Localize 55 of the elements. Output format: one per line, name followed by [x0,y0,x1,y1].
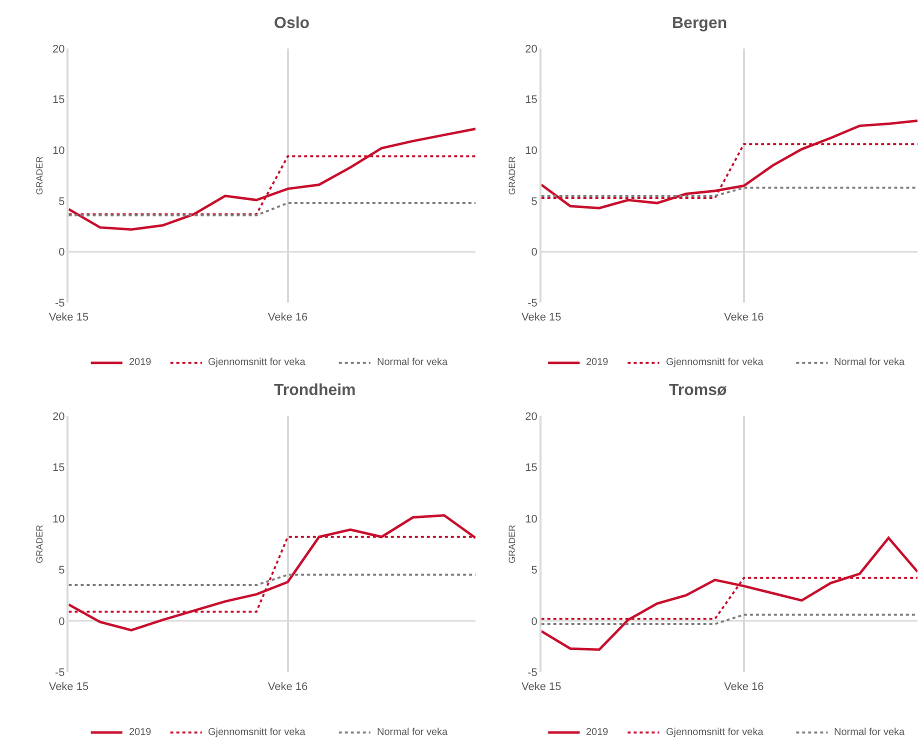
y-axis-title: GRADER [507,524,518,564]
y-tick-label: 0 [58,616,65,628]
legend-label: 2019 [129,357,152,368]
y-tick-label: -5 [528,667,538,680]
x-tick-label: Veke 16 [268,312,308,324]
x-tick-label: Veke 16 [268,681,308,694]
y-tick-label: 15 [52,94,65,106]
y-tick-label: 15 [525,462,538,474]
y-tick-label: 10 [525,513,538,526]
chart-title: Trondheim [274,382,356,399]
legend-label: 2019 [129,727,152,738]
legend-label: Normal for veka [377,357,448,368]
x-tick-label: Veke 15 [48,681,89,694]
chart-title: Tromsø [669,382,728,399]
x-tick-label: Veke 16 [724,681,764,694]
y-tick-label: -5 [54,667,65,680]
y-tick-label: 20 [52,43,65,56]
x-tick-label: Veke 15 [521,681,562,694]
x-tick-label: Veke 16 [724,312,764,324]
x-tick-label: Veke 15 [521,312,562,324]
y-tick-label: 10 [52,145,65,158]
legend-label: Gjennomsnitt for veka [208,357,306,368]
legend-label: Normal for veka [834,727,906,738]
chart-title: Bergen [672,15,728,32]
line-series [541,119,918,210]
y-tick-label: 20 [525,410,538,423]
y-axis-title: GRADER [34,156,44,195]
y-tick-label: 0 [531,616,538,628]
y-tick-label: 20 [52,410,65,423]
y-tick-label: 5 [531,196,538,208]
y-tick-label: 20 [525,43,538,56]
y-tick-label: 10 [52,513,65,526]
y-tick-label: 5 [58,564,65,577]
y-tick-label: 5 [58,196,65,208]
x-tick-label: Veke 15 [48,312,89,324]
y-tick-label: 5 [531,564,538,577]
legend-label: Normal for veka [377,727,448,738]
y-axis-title: GRADER [34,524,44,564]
y-axis-title: GRADER [507,156,518,195]
y-tick-label: -5 [54,298,65,310]
y-tick-label: 0 [58,246,65,259]
legend-label: 2019 [586,727,609,738]
y-tick-label: 15 [525,94,538,106]
y-tick-label: 10 [525,145,538,158]
legend-label: Gjennomsnitt for veka [208,727,306,738]
line-series [541,536,918,651]
y-tick-label: 0 [531,246,538,259]
line-series [68,128,476,231]
y-tick-label: 15 [52,462,65,474]
y-tick-label: -5 [528,298,538,310]
legend-label: Gjennomsnitt for veka [666,727,764,738]
chart-title: Oslo [274,15,310,32]
legend-label: Gjennomsnitt for veka [666,357,764,368]
legend-label: Normal for veka [834,357,906,368]
legend-label: 2019 [586,357,609,368]
